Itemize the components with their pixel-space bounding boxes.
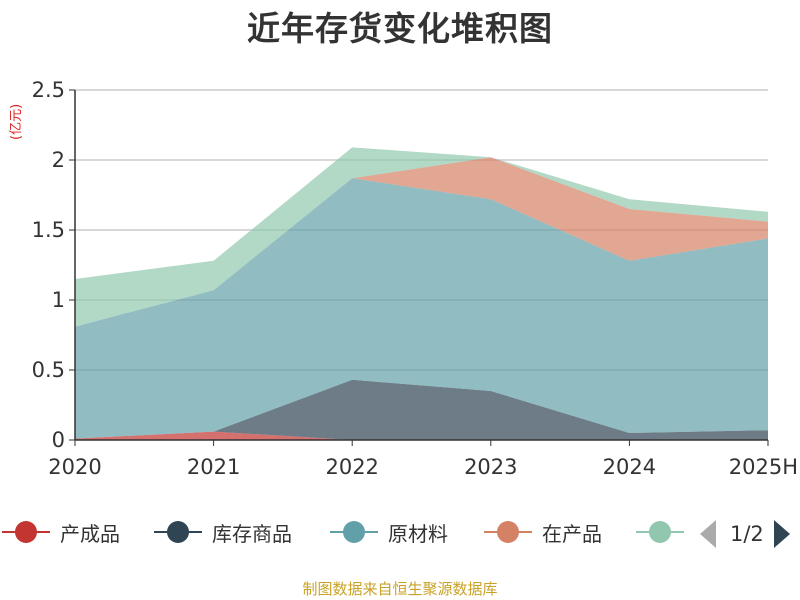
data-source-note: 制图数据来自恒生聚源数据库	[302, 580, 498, 598]
area-series-4	[75, 147, 768, 327]
x-tick-label: 2022	[325, 455, 378, 479]
legend-item-0[interactable]: 产成品	[2, 512, 120, 552]
legend-marker-3	[484, 519, 532, 545]
legend-page-indicator: 1/2	[730, 522, 764, 546]
chart-legend: 产成品 库存商品 原材料 在产品	[0, 512, 800, 552]
y-tick-label: 0	[52, 428, 65, 452]
legend-marker-2	[330, 519, 378, 545]
y-tick-label: 2.5	[32, 78, 65, 102]
legend-label-3: 在产品	[542, 521, 602, 546]
legend-label-0: 产成品	[60, 521, 120, 546]
legend-item-1[interactable]: 库存商品	[154, 512, 292, 552]
area-series-2	[75, 178, 768, 439]
legend-item-2[interactable]: 原材料	[330, 512, 448, 552]
legend-pager: 1/2	[700, 516, 790, 552]
legend-label-1: 库存商品	[212, 521, 292, 546]
legend-marker-1	[154, 519, 202, 545]
x-tick-label: 2025H	[729, 455, 798, 479]
legend-item-3[interactable]: 在产品	[484, 512, 602, 552]
legend-dot	[15, 521, 37, 543]
x-tick-label: 2021	[187, 455, 240, 479]
legend-label-2: 原材料	[388, 521, 448, 546]
legend-next-page-icon[interactable]	[773, 520, 790, 548]
y-tick-label: 0.5	[32, 358, 65, 382]
area-series-0	[75, 431, 768, 440]
legend-dot	[167, 521, 189, 543]
chart-title: 近年存货变化堆积图	[247, 9, 553, 48]
legend-dot	[497, 521, 519, 543]
y-tick-label: 1	[52, 288, 65, 312]
area-series-3	[75, 157, 768, 327]
legend-marker-0	[2, 519, 50, 545]
legend-item-4[interactable]	[636, 512, 684, 552]
x-tick-label: 2020	[48, 455, 101, 479]
stacked-area-chart: 0 0.5 1 1.5 2 2.5 2020 2021 2022 2023 2024 2025H	[32, 78, 798, 479]
area-series-1	[75, 379, 768, 440]
y-tick-label: 2	[52, 148, 65, 172]
legend-dot	[649, 521, 671, 543]
x-tick-label: 2023	[464, 455, 517, 479]
y-tick-label: 1.5	[32, 218, 65, 242]
legend-dot	[343, 521, 365, 543]
legend-marker-4	[636, 519, 684, 545]
x-tick-label: 2024	[603, 455, 656, 479]
legend-prev-page-icon[interactable]	[700, 520, 716, 548]
